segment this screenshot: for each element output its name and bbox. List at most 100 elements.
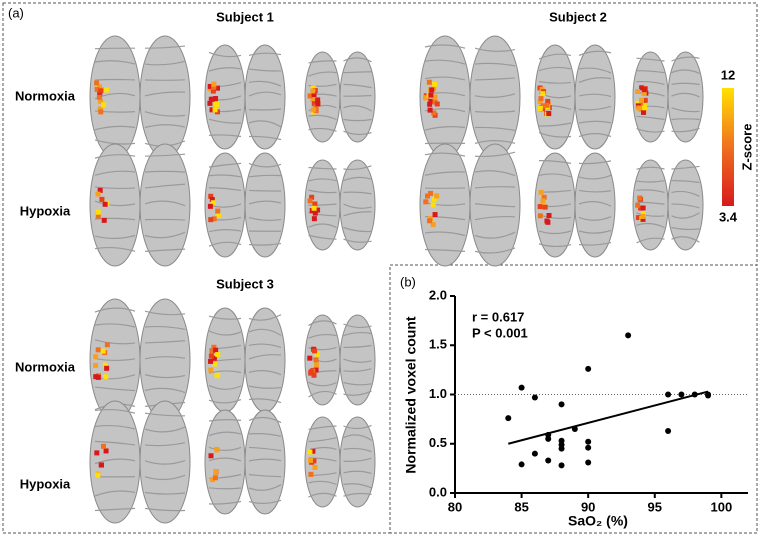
- gyrus: [248, 162, 282, 168]
- gyrus: [94, 339, 136, 345]
- activation: [315, 101, 321, 107]
- gyrus: [144, 153, 186, 157]
- gyrus: [248, 354, 282, 360]
- activation: [432, 212, 438, 218]
- gyrus: [538, 160, 572, 164]
- gyrus: [248, 385, 282, 389]
- y-tick-label: 2.0: [429, 287, 447, 302]
- gyrus: [671, 127, 700, 133]
- gyrus: [94, 60, 136, 65]
- gyrus: [248, 108, 282, 111]
- activation: [207, 83, 213, 89]
- point: [505, 415, 512, 422]
- gyrus: [144, 79, 186, 81]
- activation: [311, 92, 317, 98]
- gyrus: [308, 71, 337, 77]
- point: [518, 461, 525, 468]
- gyrus: [94, 323, 136, 328]
- gyrus: [94, 507, 136, 512]
- brain: [632, 159, 704, 251]
- x-tick-label: 85: [514, 499, 528, 514]
- activation: [314, 351, 320, 357]
- point: [531, 450, 538, 457]
- activation: [211, 355, 217, 361]
- gyrus: [343, 57, 372, 63]
- gyrus: [144, 507, 186, 512]
- activation: [215, 372, 221, 378]
- gyrus: [343, 165, 372, 171]
- annotation: P < 0.001: [472, 325, 528, 340]
- activation: [95, 209, 101, 215]
- row-label: Hypoxia: [20, 203, 71, 218]
- activation: [102, 362, 108, 368]
- gyrus: [144, 45, 186, 49]
- gyrus: [474, 126, 516, 132]
- gyrus: [308, 333, 337, 339]
- activation: [211, 84, 217, 90]
- activation: [427, 107, 433, 113]
- panel-label: (a): [8, 5, 24, 20]
- point: [665, 427, 672, 434]
- activation: [642, 97, 648, 103]
- gyrus: [308, 60, 337, 64]
- gyrus: [578, 229, 612, 234]
- activation: [308, 457, 314, 463]
- x-tick-label: 80: [448, 499, 462, 514]
- gyrus: [671, 165, 700, 170]
- gyrus: [671, 69, 700, 74]
- gyrus: [248, 473, 282, 478]
- gyrus: [248, 314, 282, 321]
- gyrus: [578, 120, 612, 124]
- gyrus: [578, 50, 612, 56]
- activation: [209, 197, 215, 203]
- gyrus: [144, 183, 186, 189]
- activation: [642, 105, 648, 111]
- activation: [537, 213, 543, 219]
- hemisphere: [204, 409, 246, 515]
- gyrus: [636, 128, 665, 133]
- activation: [314, 362, 320, 368]
- gyrus: [144, 60, 186, 66]
- activation: [431, 110, 437, 116]
- gyrus: [208, 398, 242, 404]
- gyrus: [308, 114, 337, 121]
- activation: [307, 198, 313, 204]
- gyrus: [208, 487, 242, 490]
- gyrus: [671, 92, 700, 98]
- gyrus: [343, 203, 372, 209]
- activation: [97, 91, 103, 97]
- y-tick-label: 1.5: [429, 337, 447, 352]
- point: [705, 392, 712, 399]
- brain: [304, 416, 376, 508]
- hemisphere: [244, 409, 286, 515]
- gyrus: [144, 91, 186, 97]
- activation: [212, 475, 218, 481]
- gyrus: [94, 154, 136, 159]
- activation: [311, 205, 317, 211]
- gyrus: [474, 62, 516, 67]
- gyrus: [578, 93, 612, 98]
- gyrus: [636, 166, 665, 170]
- gyrus: [248, 484, 282, 491]
- gyrus: [248, 200, 282, 205]
- gyrus: [248, 446, 282, 452]
- gyrus: [424, 231, 466, 237]
- gyrus: [94, 217, 136, 221]
- activation: [640, 211, 646, 217]
- gyrus: [636, 70, 665, 74]
- gyrus: [671, 212, 700, 219]
- gyrus: [343, 368, 372, 372]
- activation: [210, 96, 216, 102]
- activation: [641, 91, 647, 97]
- brain: [204, 152, 286, 258]
- gyrus: [424, 126, 466, 131]
- gyrus: [94, 200, 136, 207]
- gyrus: [636, 115, 665, 121]
- gyrus: [308, 234, 337, 240]
- activation: [94, 86, 100, 92]
- gyrus: [474, 140, 516, 144]
- gyrus: [424, 248, 466, 252]
- gyrus: [578, 241, 612, 246]
- gyrus: [538, 53, 572, 60]
- activation: [215, 351, 221, 357]
